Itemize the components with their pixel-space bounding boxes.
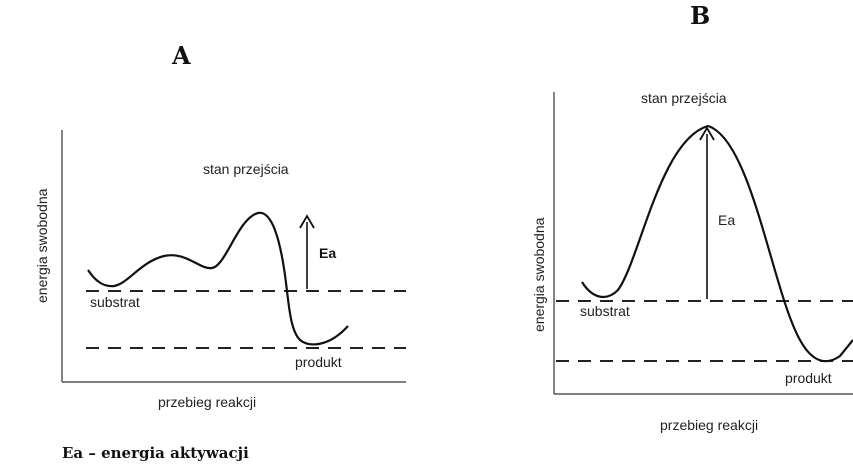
panel-a-y-axis-label: energia swobodna: [34, 188, 50, 303]
panel-a-ea-label: Ea: [319, 245, 336, 261]
panel-a-substrate-label: substrat: [90, 294, 140, 310]
panel-a-ea-arrowhead: [299, 214, 315, 229]
panel-b-energy-curve: [581, 124, 853, 363]
panel-a-transition-label: stan przejścia: [203, 161, 289, 177]
panel-b-ea-label: Ea: [718, 212, 735, 228]
panel-b-ea-arrowhead: [699, 126, 715, 141]
panel-b-x-axis-label: przebieg reakcji: [660, 417, 758, 433]
panel-b-transition-label: stan przejścia: [641, 90, 727, 106]
panel-a-x-axis-label: przebieg reakcji: [158, 394, 256, 410]
panel-b: B energia swobodna przebieg reakcji Ea s…: [531, 1, 853, 433]
panel-b-letter: B: [690, 1, 710, 30]
panel-b-y-axis-label: energia swobodna: [531, 217, 547, 332]
panel-b-substrate-label: substrat: [580, 303, 630, 319]
panel-a-product-label: produkt: [295, 354, 342, 370]
panel-a-energy-curve: [87, 211, 349, 346]
panel-b-product-label: produkt: [785, 370, 832, 386]
panel-a-letter: A: [171, 41, 191, 70]
legend-caption: Ea – energia aktywacji: [62, 444, 249, 462]
panel-a: A energia swobodna przebieg reakcji Ea s…: [34, 41, 406, 462]
